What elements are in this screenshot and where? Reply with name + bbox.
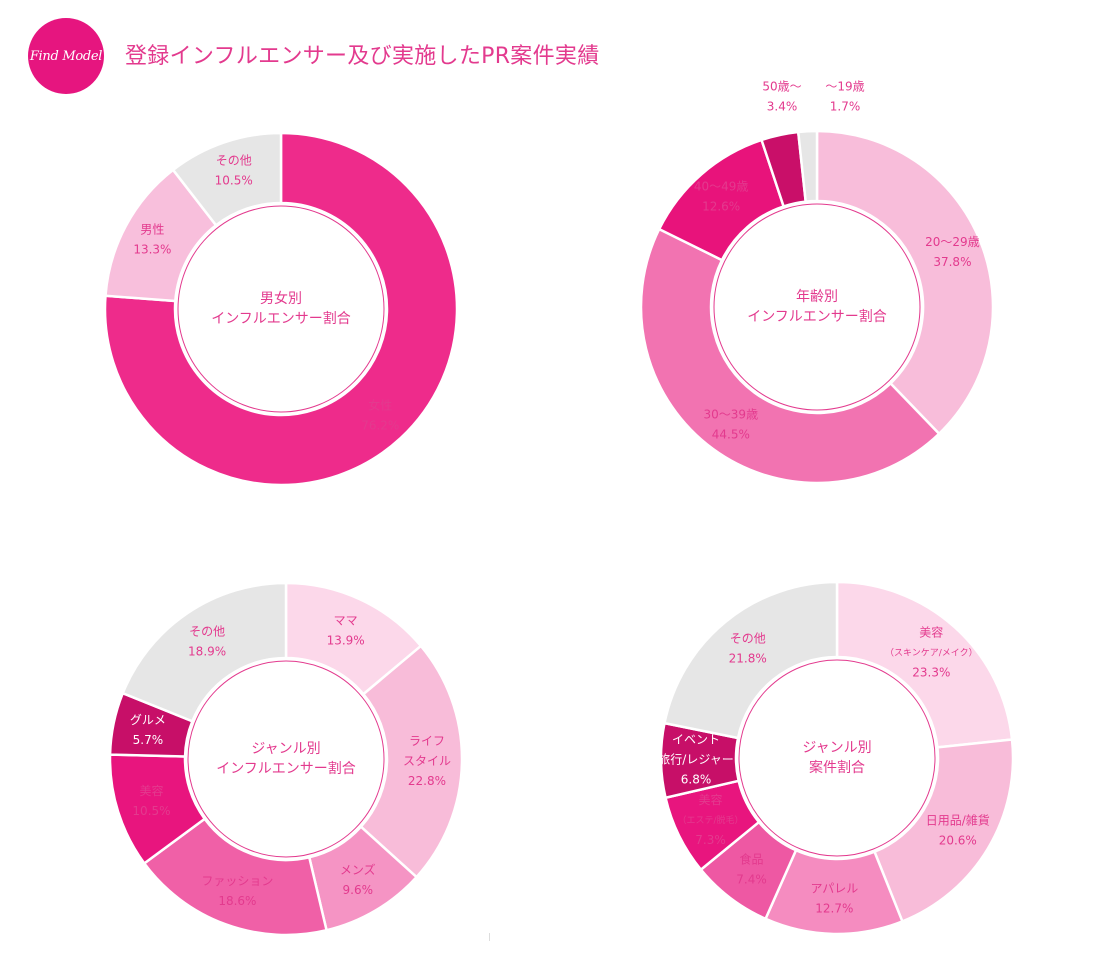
chart3-label-7-0: その他 [189,625,225,639]
chart4-label-2-0: 日用品/雑貨 [926,812,990,827]
chart2-label-3-0: 40〜49歳 [694,179,749,193]
chart4-label-7-1: 21.8% [729,651,767,665]
chart1-center-label-0: 男女別 [260,290,302,307]
chart2-label-4-0: 50歳〜 [762,80,801,94]
chart4-label-3-1: 12.7% [815,901,853,915]
chart3-label-7-1: 18.9% [188,645,226,659]
page-title: 登録インフルエンサー及び実施したPR案件実績 [125,44,600,69]
chart4-slice-2 [872,738,1015,924]
chart3-slice-7 [121,581,288,723]
chart3-label-3-0: メンズ [340,862,376,877]
chart3-label-4-1: 18.6% [218,894,256,908]
chart2-label-5-0: 〜19歳 [825,80,864,94]
chart4-label-6-2: 6.8% [681,772,712,786]
donut-chart-2: 20〜29歳 37.8% 30〜39歳 44.5% 40〜49歳 12.6% 50歳〜 3.4… [639,80,995,485]
chart4-center [738,659,936,857]
chart4-label-4-1: 7.4% [736,873,767,887]
chart3-label-4-0: ファッション [201,874,273,888]
chart3-label-1-1: 13.9% [327,634,365,648]
chart3-slice-2 [359,644,464,879]
chart1-label-3-0: その他 [216,153,252,167]
chart1-label-2-1: 13.3% [133,242,171,256]
chart2-center [713,203,921,411]
chart3-label-2-2: 22.8% [408,774,446,788]
chart3-label-3-1: 9.6% [343,883,374,897]
chart4-label-2-1: 20.6% [939,833,977,847]
chart1-label-2-0: 男性 [140,222,164,236]
chart4-center-label-1: 案件割合 [809,759,865,776]
chart1-slice-1 [103,131,459,487]
chart2-center-label-1: インフルエンサー割合 [747,308,887,325]
chart1-center-label-1: インフルエンサー割合 [211,310,351,327]
chart2-label-1-1: 37.8% [933,255,971,269]
chart1-label-3-1: 10.5% [215,173,253,187]
chart2-label-2-0: 30〜39歳 [704,407,759,421]
chart2-slice-5 [796,129,819,203]
chart2-slice-2 [639,227,941,485]
divider-mark [489,933,490,941]
chart2-slice-1 [815,129,995,436]
chart3-label-6-1: 5.7% [133,733,164,747]
find-model-logo[interactable]: Find Model [28,18,104,94]
chart4-label-4-0: 食品 [740,852,764,867]
chart4-slice-7 [663,580,839,740]
chart3-center-label-0: ジャンル別 [251,741,320,757]
page-header: Find Model 登録インフルエンサー及び実施したPR案件実績 [28,18,728,94]
chart2-label-2-1: 44.5% [712,427,750,441]
chart3-label-2-1: スタイル [403,754,451,768]
chart1-label-1-0: 女性 [368,398,392,413]
chart3-label-5-0: 美容 [139,783,163,798]
chart4-label-5-0: 美容 [698,792,722,807]
chart4-label-1-2: 23.3% [912,666,950,680]
chart2-label-5-1: 1.7% [830,100,861,114]
chart3-center-label-1: インフルエンサー割合 [216,760,356,777]
chart4-label-5-1: （エステ/脱毛） [677,814,743,826]
donut-chart-4: 美容 （スキンケア/メイク） 23.3% 日用品/雑貨 20.6% アパレル 12.7% 食品… [658,580,1015,936]
logo-text: Find Model [29,48,103,64]
chart4-label-5-2: 7.3% [695,833,726,847]
chart4-center-label-0: ジャンル別 [802,740,871,756]
chart2-label-4-1: 3.4% [767,100,798,114]
chart4-label-1-1: （スキンケア/メイク） [885,648,978,659]
chart2-center-label-0: 年齢別 [796,289,838,305]
chart3-label-5-1: 10.5% [132,804,170,818]
chart3-label-6-0: グルメ [130,713,166,727]
chart3-label-2-0: ライフ [409,734,445,748]
chart3-label-1-0: ママ [334,614,358,628]
chart2-label-1-0: 20〜29歳 [925,235,980,249]
chart1-label-1-1: 76.2% [361,419,399,433]
chart1-slice-3 [171,131,283,227]
chart4-label-6-0: イベント [672,732,720,746]
chart3-center [187,660,385,858]
chart4-label-6-1: 旅行/レジャー [658,752,733,766]
chart4-label-1-0: 美容 [919,625,943,640]
chart4-label-3-0: アパレル [810,881,858,895]
chart2-label-3-1: 12.6% [702,199,740,213]
chart4-label-7-0: その他 [730,631,766,645]
chart1-center [177,205,385,413]
chart4-slice-1 [835,580,1014,749]
